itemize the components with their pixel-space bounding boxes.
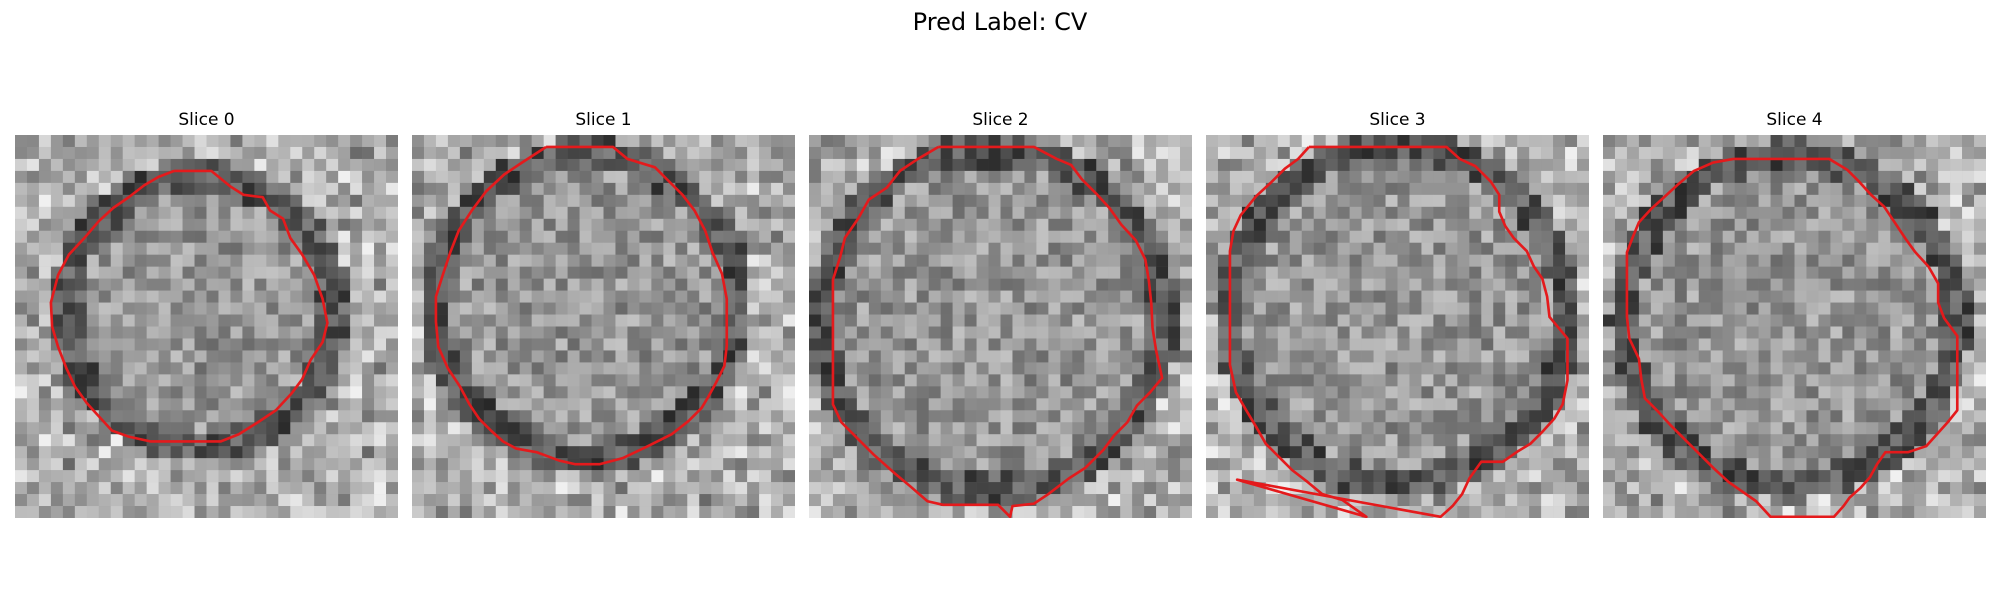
slice-image bbox=[412, 135, 795, 518]
slice-title: Slice 3 bbox=[1369, 110, 1426, 130]
slice-image bbox=[1206, 135, 1589, 518]
slice-image bbox=[15, 135, 398, 518]
slice-panel-2: Slice 2 bbox=[809, 108, 1192, 518]
figure-title: Pred Label: CV bbox=[912, 8, 1088, 36]
slice-image bbox=[809, 135, 1192, 518]
slice-title: Slice 0 bbox=[178, 110, 235, 130]
slice-image bbox=[1603, 135, 1986, 518]
slice-title: Slice 4 bbox=[1766, 110, 1823, 130]
slice-title: Slice 2 bbox=[972, 110, 1029, 130]
slice-panel-4: Slice 4 bbox=[1603, 108, 1986, 518]
slice-title: Slice 1 bbox=[575, 110, 632, 130]
slice-panel-1: Slice 1 bbox=[412, 108, 795, 518]
slice-panel-0: Slice 0 bbox=[15, 108, 398, 518]
slice-panel-3: Slice 3 bbox=[1206, 108, 1589, 518]
